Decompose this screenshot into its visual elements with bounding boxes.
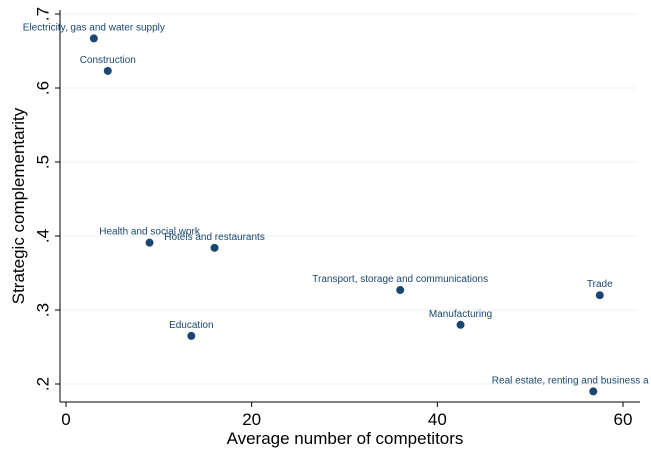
data-points: Electricity, gas and water supply Constru… [23,22,649,396]
y-axis-title: Strategic complementarity [9,107,28,304]
axes [59,10,640,403]
y-tick-label: .6 [33,81,52,95]
data-point [210,243,219,252]
x-tick-label: 0 [61,410,70,429]
y-tick-label: .7 [33,7,52,21]
data-point [145,238,154,247]
data-point [456,320,465,329]
y-tick-label: .4 [33,229,52,243]
data-point-label: Health and social work [99,227,201,238]
data-point-label: Transport, storage and communications [312,274,488,285]
x-tick-label: 20 [242,410,261,429]
grid-lines [60,13,636,385]
x-axis-title: Average number of competitors [227,429,464,448]
y-tick-label: .2 [33,377,52,391]
data-point [589,387,598,396]
data-point-label: Real estate, renting and business a [492,375,649,386]
data-point [89,34,98,43]
x-tick-label: 40 [428,410,447,429]
data-point-label: Construction [80,55,136,66]
data-point-label: Trade [587,279,613,290]
y-tick-label: .5 [33,155,52,169]
data-point [103,66,112,75]
ticks: .2 .3 .4 .5 .6 .7 0 20 40 60 [33,7,632,429]
data-point [595,291,604,300]
data-point-label: Manufacturing [429,309,492,320]
data-point-label: Hotels and restaurants [164,232,265,243]
x-tick-label: 60 [614,410,633,429]
data-point-label: Electricity, gas and water supply [23,22,165,33]
data-point-label: Education [169,320,213,331]
y-tick-label: .3 [33,303,52,317]
data-point [187,331,196,340]
data-point [396,286,405,295]
